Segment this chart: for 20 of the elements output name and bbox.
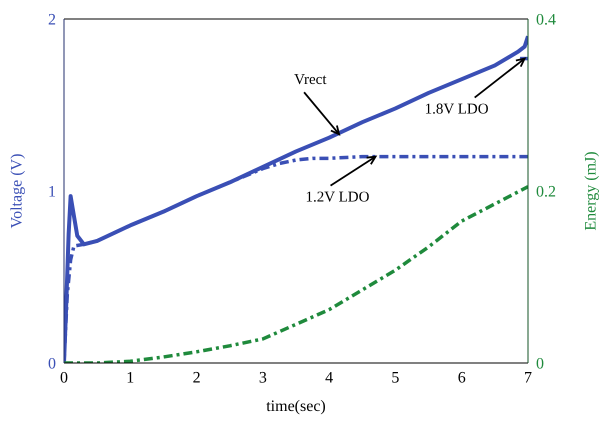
x-tick-label: 2: [192, 369, 201, 386]
y2-tick-label: 0.2: [536, 184, 556, 201]
annotation: 1.2V LDO: [306, 190, 370, 206]
x-tick-label: 7: [524, 369, 532, 386]
annotation: 1.8V LDO: [424, 102, 489, 118]
x-tick-label: 4: [325, 369, 334, 386]
x-tick-label: 6: [458, 369, 466, 386]
x-axis-title: time(sec): [266, 398, 326, 415]
y-tick-label: 0: [48, 356, 56, 373]
y-axis-title: Voltage (V): [8, 154, 26, 228]
x-tick-label: 5: [391, 369, 400, 386]
annotation: Vrect: [294, 72, 328, 88]
y2-tick-label: 0: [536, 356, 544, 373]
y2-tick-label: 0.4: [536, 12, 556, 29]
y2-axis-title: Energy (mJ): [582, 151, 600, 231]
y-tick-label: 2: [48, 12, 56, 29]
x-tick-label: 3: [258, 369, 267, 386]
x-tick-label: 1: [126, 369, 134, 386]
x-tick-label: 0: [60, 369, 68, 386]
y-tick-label: 1: [48, 184, 56, 201]
